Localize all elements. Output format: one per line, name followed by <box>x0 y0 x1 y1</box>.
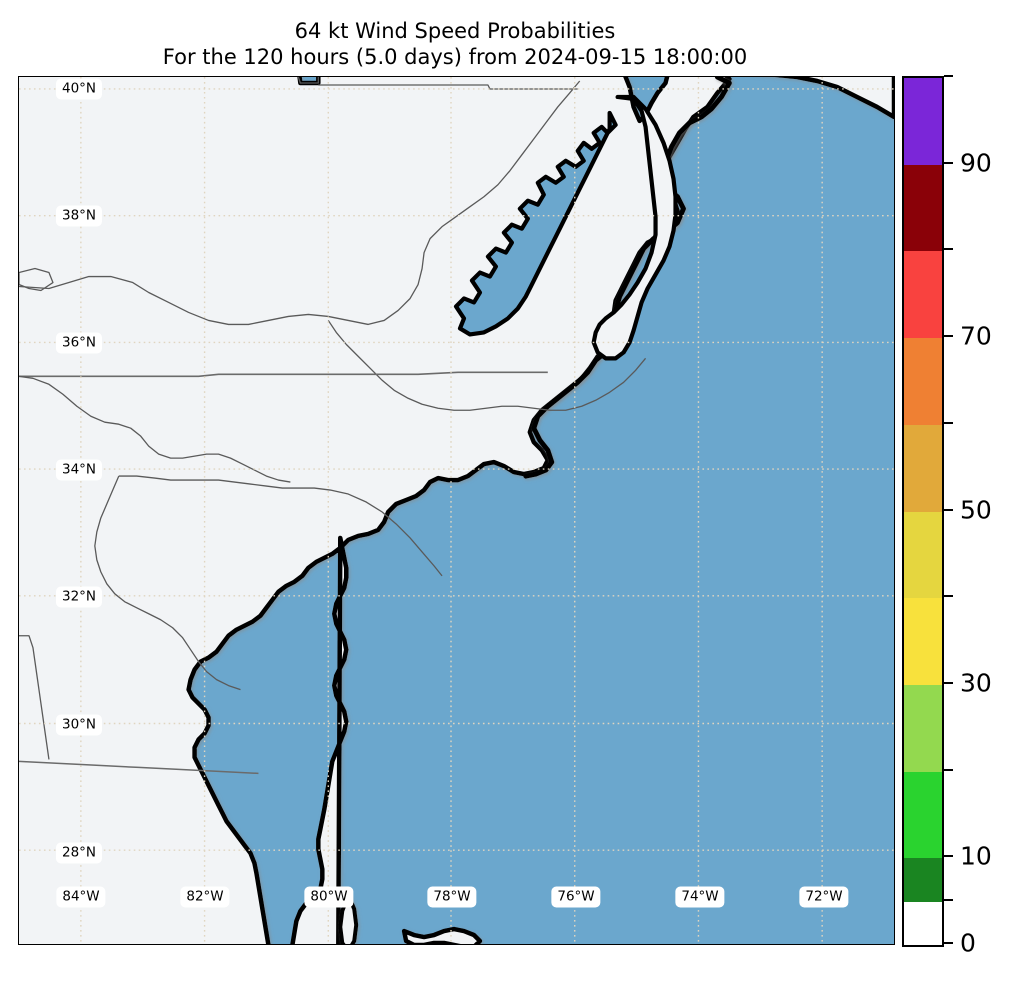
lat-label-28n: 28°N <box>55 842 103 864</box>
colorbar-ticklabel-10: 10 <box>960 841 992 871</box>
colorbar-ticklabel-30: 30 <box>960 668 992 698</box>
lat-label-40n: 40°N <box>55 78 103 100</box>
border-ga-fl <box>19 760 259 775</box>
colorbar-tick-0 <box>944 942 953 944</box>
border-ga-al <box>19 635 50 760</box>
border-wv-north <box>19 80 581 326</box>
chart-title: 64 kt Wind Speed Probabilities For the 1… <box>0 18 910 70</box>
lat-label-32n: 32°N <box>55 586 103 608</box>
colorbar[interactable] <box>902 76 944 947</box>
title-line-1: 64 kt Wind Speed Probabilities <box>294 19 616 43</box>
border-pa-md <box>297 77 319 84</box>
map-geography <box>19 77 894 944</box>
gridlines <box>19 77 894 944</box>
colorbar-band-90-100 <box>904 78 942 165</box>
border-va-ky <box>327 320 647 411</box>
colorbar-tick-40 <box>944 595 953 598</box>
lon-label-80w: 80°W <box>304 886 354 908</box>
lon-label-74w: 74°W <box>675 886 725 908</box>
colorbar-tick-5 <box>944 898 953 901</box>
colorbar-ticks: 0 10 30 50 70 90 <box>944 75 1024 956</box>
state-borders <box>19 77 647 775</box>
colorbar-tick-10 <box>944 855 953 858</box>
colorbar-ticklabel-50: 50 <box>960 495 992 524</box>
northeast-coast <box>774 77 894 120</box>
colorbar-ticklabel-70: 70 <box>960 321 992 351</box>
colorbar-band-60-70 <box>904 337 942 425</box>
new-jersey-ny-landmass <box>774 77 894 120</box>
colorbar-tick-50 <box>944 508 953 511</box>
lat-label-30n: 30°N <box>55 714 103 736</box>
chesapeake-bay <box>453 94 678 361</box>
title-line-2: For the 120 hours (5.0 days) from 2024-0… <box>162 45 748 69</box>
border-sc-ga <box>94 475 241 691</box>
lat-label-38n: 38°N <box>55 205 103 227</box>
colorbar-band-50-60 <box>904 424 942 512</box>
colorbar-band-10-20 <box>904 771 942 859</box>
lat-label-34n: 34°N <box>55 459 103 481</box>
delmarva-peninsula <box>591 94 678 361</box>
lon-label-72w: 72°W <box>799 886 849 908</box>
chesapeake-bay-water <box>453 110 618 337</box>
coastline-atlantic <box>523 77 732 479</box>
colorbar-band-70-80 <box>904 250 942 339</box>
colorbar-band-5-10 <box>904 857 942 902</box>
lon-label-78w: 78°W <box>427 886 477 908</box>
colorbar-tick-60 <box>944 421 953 424</box>
florida-keys-land <box>401 926 483 944</box>
colorbar-tick-30 <box>944 681 953 684</box>
colorbar-tick-80 <box>944 248 953 251</box>
colorbar-band-0-5 <box>904 901 942 945</box>
colorbar-ticklabel-90: 90 <box>960 148 992 178</box>
colorbar-band-30-40 <box>904 597 942 685</box>
lat-label-36n: 36°N <box>55 332 103 354</box>
colorbar-tick-70 <box>944 335 953 338</box>
colorbar-tick-20 <box>944 768 953 771</box>
border-tn-nc <box>19 375 291 483</box>
colorbar-tick-100 <box>944 75 953 77</box>
lon-label-76w: 76°W <box>551 886 601 908</box>
border-va-nc <box>19 371 548 378</box>
border-nc-sc <box>118 475 443 577</box>
colorbar-ticklabel-0: 0 <box>960 928 976 958</box>
colorbar-band-80-90 <box>904 164 942 252</box>
colorbar-tick-90 <box>944 161 953 164</box>
lon-label-82w: 82°W <box>180 886 230 908</box>
colorbar-band-40-50 <box>904 510 942 599</box>
lon-label-84w: 84°W <box>56 886 106 908</box>
colorbar-band-20-30 <box>904 684 942 772</box>
border-wv-oh <box>19 267 54 292</box>
map-axes[interactable]: 40°N 38°N 36°N 34°N 32°N 30°N 28°N 84°W … <box>18 76 895 945</box>
